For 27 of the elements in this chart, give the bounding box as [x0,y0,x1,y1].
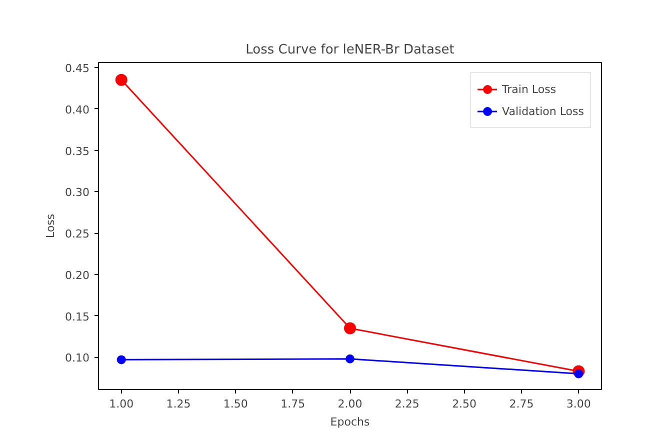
x-tick-label: 1.75 [280,398,306,410]
y-tick-label: 0.40 [65,103,90,116]
x-tick-label: 2.25 [394,398,420,410]
x-tick-label: 1.25 [166,398,191,410]
point [346,354,354,364]
x-tick-label: 1.00 [109,398,134,410]
y-axis-title: Loss [44,214,58,238]
y-tick-label: 0.20 [65,268,90,282]
point [116,355,126,364]
chart-title: Loss Curve for leNER-Br Dataset [246,42,454,58]
y-tick-label: 0.10 [65,352,90,365]
y-tick-label: 0.35 [65,144,90,158]
point [574,369,584,378]
x-tick-label: 3.00 [566,398,591,410]
x-axis-title: Epochs [330,416,370,428]
y-tick-label: 0.45 [65,62,90,75]
legend-label: Validation Loss [502,104,584,118]
y-tick-label: 0.15 [65,310,90,324]
x-tick-label: 2.50 [452,398,477,410]
point [115,74,128,86]
x-tick-label: 2.75 [509,398,534,410]
y-tick-label: 0.25 [65,228,90,241]
legend-label: Train Loss [502,82,556,96]
x-tick-label: 2.00 [338,398,362,410]
point [344,322,356,334]
x-tick-label: 1.50 [223,398,248,410]
y-tick-label: 0.30 [65,186,90,200]
